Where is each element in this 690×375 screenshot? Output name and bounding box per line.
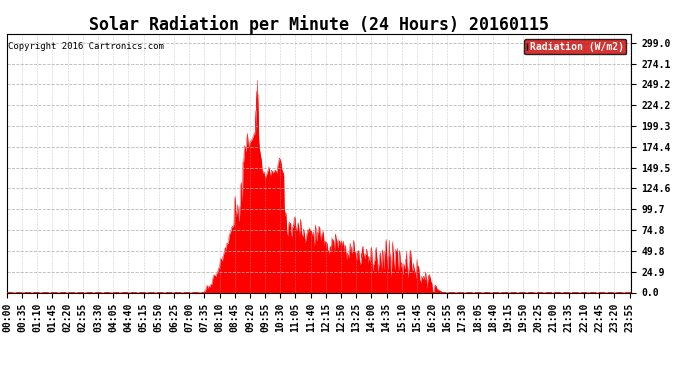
Text: Copyright 2016 Cartronics.com: Copyright 2016 Cartronics.com	[8, 42, 164, 51]
Legend: Radiation (W/m2): Radiation (W/m2)	[524, 39, 627, 54]
Title: Solar Radiation per Minute (24 Hours) 20160115: Solar Radiation per Minute (24 Hours) 20…	[89, 15, 549, 34]
